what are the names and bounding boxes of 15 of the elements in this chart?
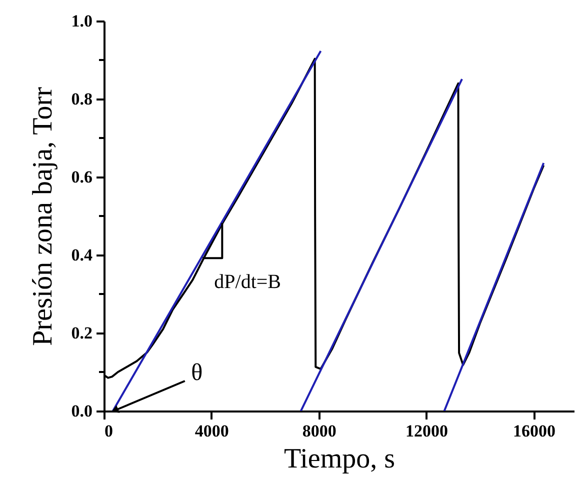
- y-tick-label: 1.0: [71, 12, 92, 30]
- x-tick-label: 0: [104, 422, 113, 440]
- y-tick-label: 0.4: [71, 246, 93, 264]
- x-tick-label: 12000: [406, 422, 448, 440]
- x-tick-label: 4000: [194, 422, 229, 440]
- y-tick-label: 0.2: [71, 324, 92, 342]
- y-tick-label: 0.0: [71, 402, 92, 420]
- x-axis-title: Tiempo, s: [284, 444, 396, 474]
- y-axis-title: Presión zona baja, Torr: [27, 86, 58, 346]
- annotation: dP/dt=B: [214, 271, 282, 294]
- x-tick-label: 16000: [512, 422, 556, 440]
- y-tick-label: 0.8: [71, 90, 92, 108]
- x-tick-label: 8000: [302, 422, 336, 440]
- y-tick-label: 0.6: [71, 168, 92, 186]
- annotation: θ: [191, 360, 203, 386]
